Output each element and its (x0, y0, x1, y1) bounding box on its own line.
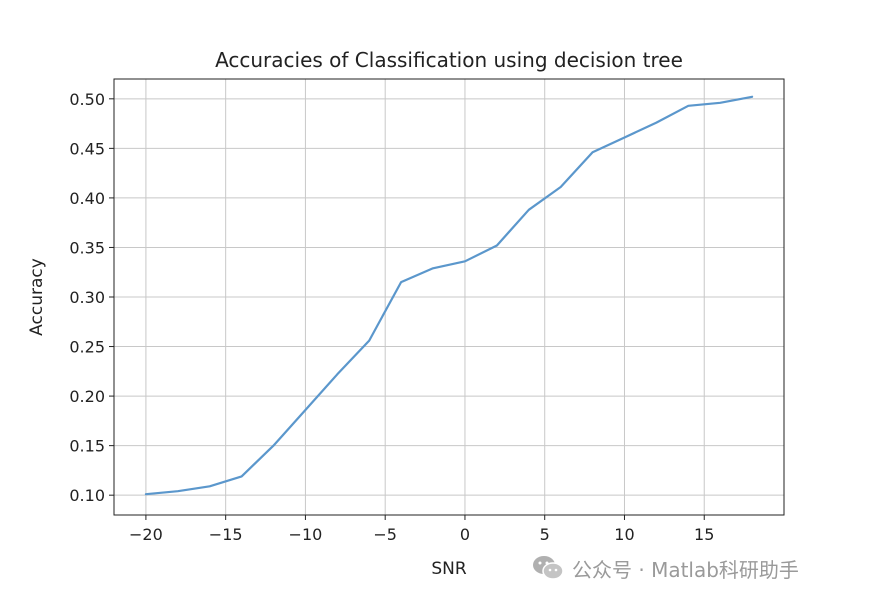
x-tick-label: 0 (460, 525, 470, 544)
y-tick-label: 0.35 (69, 238, 105, 257)
chart-title: Accuracies of Classification using decis… (215, 48, 683, 72)
y-tick-label: 0.20 (69, 387, 105, 406)
series-layer (144, 95, 754, 496)
y-tick-label: 0.45 (69, 139, 105, 158)
y-tick-label: 0.30 (69, 288, 105, 307)
y-axis-label: Accuracy (27, 258, 47, 336)
series-line-1 (144, 95, 754, 496)
grid (114, 79, 784, 515)
x-tick-label: 15 (694, 525, 714, 544)
x-axis-label: SNR (431, 559, 467, 579)
x-tick-label: −5 (373, 525, 397, 544)
y-tick-label: 0.25 (69, 338, 105, 357)
x-tick-label: −10 (289, 525, 323, 544)
watermark: 公众号 · Matlab科研助手 (532, 553, 799, 583)
x-tick-label: 5 (540, 525, 550, 544)
axis-ticks: −20 −15 −10 −5 0 5 10 15 0.10 0.15 0.20 0.25 0.30 0.3… (69, 90, 714, 544)
x-tick-label: −15 (209, 525, 243, 544)
watermark-text: 公众号 · Matlab科研助手 (572, 557, 799, 582)
y-tick-label: 0.50 (69, 90, 105, 109)
x-tick-label: 10 (614, 525, 634, 544)
wechat-icon (533, 556, 564, 580)
x-tick-label: −20 (129, 525, 163, 544)
y-tick-label: 0.15 (69, 437, 105, 456)
y-tick-label: 0.40 (69, 189, 105, 208)
y-tick-label: 0.10 (69, 486, 105, 505)
